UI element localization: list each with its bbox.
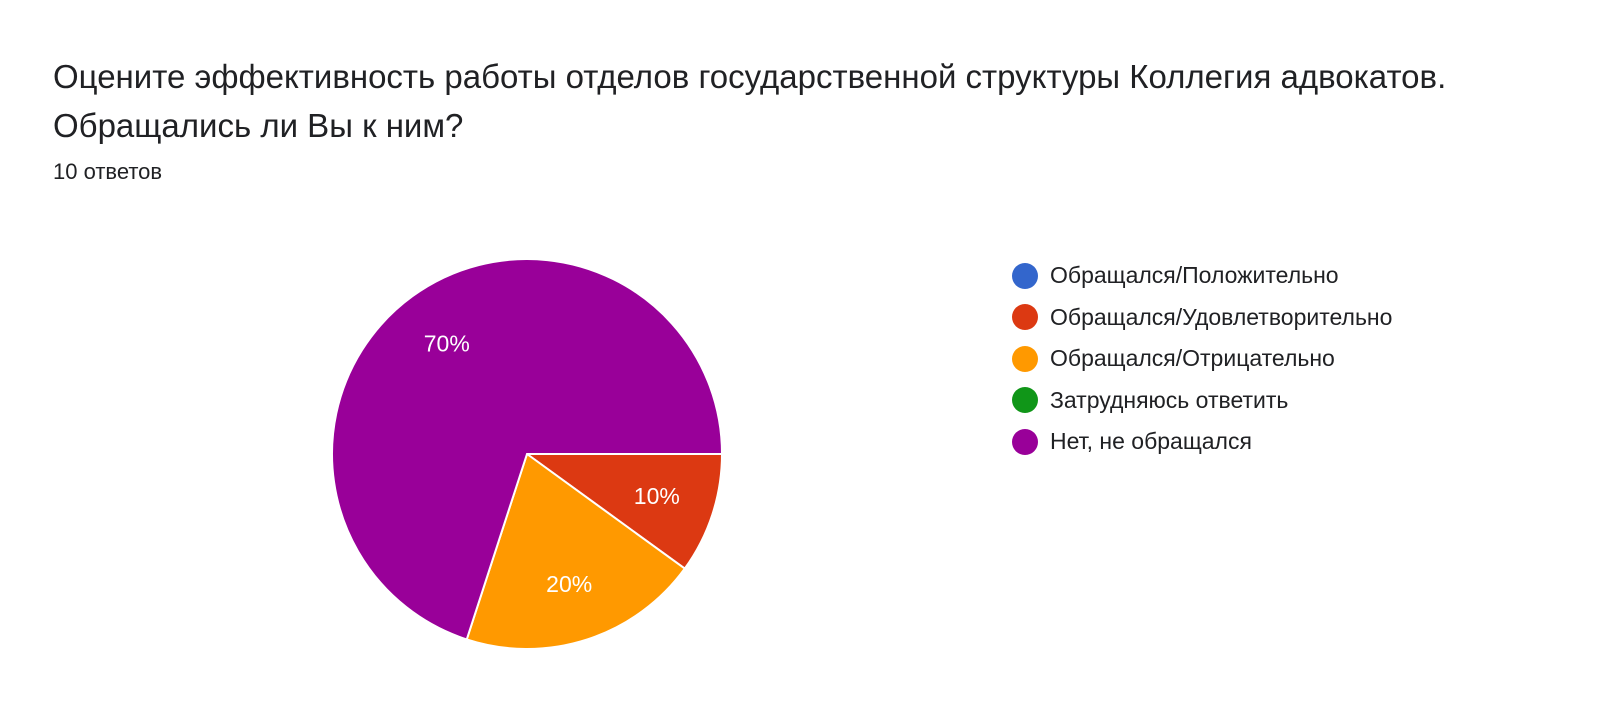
pie-slice-2 — [465, 452, 687, 650]
legend-item-0: Обращался/Положительно — [1012, 255, 1392, 297]
legend-item-2: Обращался/Отрицательно — [1012, 338, 1392, 380]
pie-slice-1 — [523, 453, 724, 571]
slice-label-1: 10% — [634, 483, 680, 509]
legend-item-3: Затрудняюсь ответить — [1012, 380, 1392, 422]
response-count: 10 ответов — [53, 159, 163, 184]
legend-swatch-2 — [1012, 345, 1038, 372]
legend-swatch-0 — [1012, 262, 1038, 289]
legend-label-4: Нет, не обращался — [1050, 428, 1252, 455]
legend-label-2: Обращался/Отрицательно — [1050, 345, 1335, 372]
legend-swatch-3 — [1012, 387, 1038, 414]
legend-item-4: Нет, не обращался — [1012, 421, 1392, 463]
slice-label-2: 20% — [546, 571, 592, 597]
legend-swatch-4 — [1012, 428, 1038, 455]
legend-swatch-1 — [1012, 304, 1038, 331]
pie-slice-4 — [331, 258, 724, 641]
slice-label-4: 70% — [424, 331, 470, 357]
legend-label-0: Обращался/Положительно — [1050, 262, 1339, 289]
chart-legend: Обращался/Положительно Обращался/Удовлетв… — [1012, 255, 1392, 463]
legend-label-3: Затрудняюсь ответить — [1050, 386, 1289, 413]
legend-item-1: Обращался/Удовлетворительно — [1012, 297, 1392, 339]
legend-label-1: Обращался/Удовлетворительно — [1050, 303, 1393, 330]
question-title: Оцените эффективность работы отделов гос… — [53, 58, 1447, 144]
